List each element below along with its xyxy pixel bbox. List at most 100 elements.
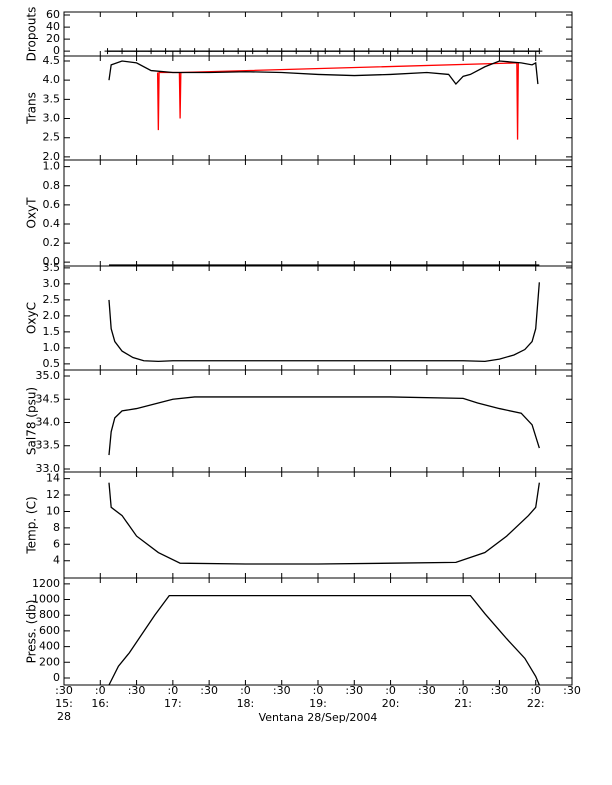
panel-frame xyxy=(63,577,573,686)
data-marker xyxy=(409,48,416,55)
y-tick-label: 4.0 xyxy=(43,73,61,86)
y-tick-label: 12 xyxy=(46,488,60,501)
y-tick-label: 20 xyxy=(46,32,60,45)
data-line xyxy=(108,482,540,565)
y-tick-label: 60 xyxy=(46,8,60,21)
x-tick-label: :0 xyxy=(458,684,469,697)
y-tick-label: 35.0 xyxy=(36,369,61,382)
y-tick-label: 0.2 xyxy=(43,236,61,249)
data-line xyxy=(108,60,539,86)
y-tick-label: 0.6 xyxy=(43,198,61,211)
y-tick-label: 3.0 xyxy=(43,277,61,290)
data-marker xyxy=(235,48,242,55)
y-tick-label: 33.5 xyxy=(36,439,61,452)
data-marker xyxy=(336,48,343,55)
y-tick-label: 4 xyxy=(53,554,60,567)
data-marker xyxy=(148,48,155,55)
y-tick-label: 2.0 xyxy=(43,150,61,163)
x-tick-label: :30 xyxy=(273,684,291,697)
y-axis-label: Press. (db) xyxy=(25,600,39,664)
y-tick-label: 14 xyxy=(46,472,60,485)
y-tick-label: 0 xyxy=(53,671,60,684)
y-tick-label: 3.5 xyxy=(43,261,61,274)
x-tick-label: 19: xyxy=(309,697,327,710)
x-tick-label: 15: xyxy=(55,697,73,710)
data-marker xyxy=(119,48,126,55)
y-tick-label: 34.5 xyxy=(36,392,61,405)
data-line xyxy=(108,594,540,686)
data-line xyxy=(108,396,540,456)
x-tick-label: :0 xyxy=(530,684,541,697)
data-marker xyxy=(481,48,488,55)
panel-frame xyxy=(63,369,573,473)
x-tick-label: 22: xyxy=(527,697,545,710)
data-marker xyxy=(177,48,184,55)
y-tick-label: 2.5 xyxy=(43,293,61,306)
y-tick-label: 10 xyxy=(46,504,60,517)
data-marker xyxy=(278,48,285,55)
x-tick-label: 21: xyxy=(454,697,472,710)
data-marker xyxy=(467,48,474,55)
y-tick-label: 33.0 xyxy=(36,462,61,475)
data-marker xyxy=(536,48,543,55)
x-tick-label: :30 xyxy=(345,684,363,697)
x-tick-label: :0 xyxy=(385,684,396,697)
y-tick-label: 1.0 xyxy=(43,160,61,173)
data-marker xyxy=(191,48,198,55)
data-marker xyxy=(293,48,300,55)
data-marker xyxy=(322,48,329,55)
y-tick-label: 1.0 xyxy=(43,341,61,354)
x-tick-label: 28 xyxy=(57,710,71,723)
data-marker xyxy=(104,48,111,55)
x-tick-label: 18: xyxy=(237,697,255,710)
data-marker xyxy=(525,48,532,55)
x-tick-label: :30 xyxy=(55,684,73,697)
data-marker xyxy=(264,48,271,55)
data-marker xyxy=(510,48,517,55)
data-line xyxy=(156,62,519,140)
y-axis-label: OxyC xyxy=(25,302,39,334)
y-tick-label: 2.5 xyxy=(43,131,61,144)
x-tick-label: 20: xyxy=(382,697,400,710)
data-marker xyxy=(162,48,169,55)
y-tick-label: 6 xyxy=(53,537,60,550)
data-marker xyxy=(206,48,213,55)
y-tick-label: 600 xyxy=(39,624,60,637)
y-tick-label: 0.5 xyxy=(43,357,61,370)
data-line xyxy=(108,282,540,363)
y-tick-label: 8 xyxy=(53,521,60,534)
panel-frame xyxy=(63,471,573,579)
y-axis-label: Trans xyxy=(25,92,39,125)
y-tick-label: 200 xyxy=(39,655,60,668)
y-tick-label: 400 xyxy=(39,640,60,653)
y-tick-label: 0.4 xyxy=(43,217,61,230)
x-tick-label: :30 xyxy=(200,684,218,697)
y-tick-label: 0.0 xyxy=(43,255,61,268)
x-tick-label: :0 xyxy=(95,684,106,697)
y-axis-label: OxyT xyxy=(25,197,39,229)
x-tick-label: :0 xyxy=(313,684,324,697)
y-tick-label: 0 xyxy=(53,44,60,57)
x-tick-label: 17: xyxy=(164,697,182,710)
data-marker xyxy=(307,48,314,55)
y-tick-label: 1.5 xyxy=(43,325,61,338)
panel-frame xyxy=(63,265,573,371)
data-marker xyxy=(438,48,445,55)
data-marker xyxy=(365,48,372,55)
data-marker xyxy=(351,48,358,55)
data-marker xyxy=(496,48,503,55)
y-axis-label: Dropouts xyxy=(25,7,39,62)
y-axis-label: Sal78 (psu) xyxy=(25,387,39,455)
y-tick-label: 34.0 xyxy=(36,416,61,429)
data-marker xyxy=(452,48,459,55)
y-tick-label: 3.5 xyxy=(43,92,61,105)
y-tick-label: 2.0 xyxy=(43,309,61,322)
y-tick-label: 40 xyxy=(46,20,60,33)
x-tick-label: :30 xyxy=(418,684,436,697)
y-tick-label: 1200 xyxy=(32,577,60,590)
panel-frame xyxy=(63,11,573,57)
y-tick-label: 3.0 xyxy=(43,112,61,125)
x-tick-label: :30 xyxy=(563,684,581,697)
y-tick-label: 4.5 xyxy=(43,54,61,67)
